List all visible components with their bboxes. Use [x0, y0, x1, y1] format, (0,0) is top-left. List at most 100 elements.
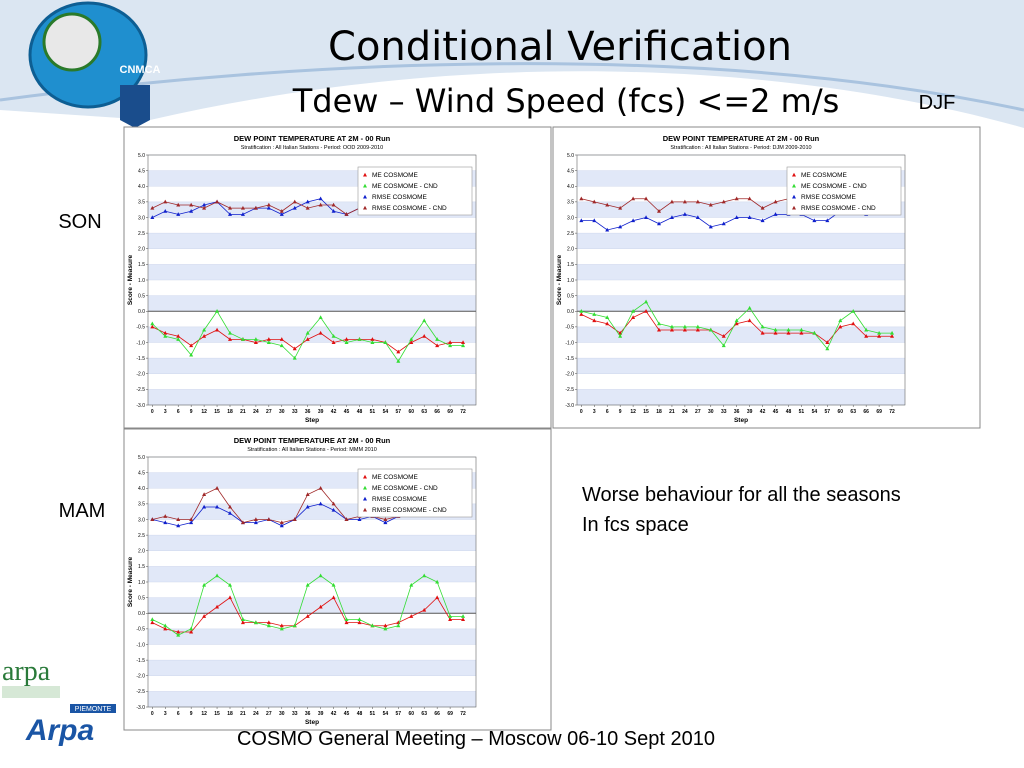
x-tick-label: 57	[396, 711, 402, 717]
point-marker	[163, 330, 168, 335]
point-marker	[279, 626, 284, 631]
x-tick-label: 60	[408, 711, 414, 717]
point-marker	[266, 337, 271, 341]
legend-box	[786, 166, 902, 216]
legend-marker	[363, 485, 367, 490]
x-axis-label: Step	[734, 417, 748, 424]
x-tick-label: 30	[708, 409, 714, 415]
legend-label: RMSE COSMOME - CND	[372, 205, 447, 212]
point-marker	[631, 309, 636, 313]
point-marker	[240, 617, 245, 621]
y-tick-label: 0.0	[138, 611, 145, 617]
point-marker	[383, 623, 388, 628]
point-marker	[150, 517, 155, 521]
point-marker	[657, 321, 661, 326]
y-tick-label: 3.5	[138, 502, 145, 508]
x-tick-label: 63	[421, 711, 427, 717]
x-tick-label: 24	[682, 409, 688, 415]
point-marker	[605, 227, 610, 232]
point-marker	[618, 205, 623, 210]
y-tick-label: 2.5	[138, 231, 145, 237]
point-marker	[189, 517, 194, 521]
point-marker	[605, 321, 610, 326]
y-tick-label: -1.0	[136, 340, 145, 346]
point-marker	[163, 199, 168, 204]
chart-title: DEW POINT TEMPERATURE AT 2M - 00 Run	[234, 436, 391, 445]
point-marker	[331, 209, 336, 213]
x-tick-label: 3	[593, 409, 596, 415]
legend-label: RMSE COSMOME	[372, 194, 428, 201]
point-marker	[189, 352, 194, 357]
season-label: SON	[58, 211, 101, 233]
point-marker	[747, 318, 752, 323]
y-tick-label: -3.0	[136, 705, 145, 711]
point-marker	[422, 607, 427, 612]
x-tick-label: 51	[370, 711, 376, 717]
logo-strip	[70, 704, 116, 713]
point-marker	[176, 334, 181, 338]
point-marker	[202, 504, 207, 509]
plot-border	[147, 456, 477, 708]
point-marker	[163, 520, 168, 525]
point-marker	[370, 337, 375, 341]
point-marker	[422, 573, 427, 578]
point-marker	[150, 617, 155, 621]
grid-band	[577, 295, 905, 312]
x-tick-label: 36	[305, 409, 311, 415]
point-marker	[357, 617, 362, 621]
point-marker	[357, 620, 362, 625]
legend-box	[357, 166, 473, 216]
point-marker	[370, 340, 375, 344]
point-marker	[292, 199, 297, 204]
x-tick-label: 15	[643, 409, 649, 415]
grid-band	[577, 326, 905, 343]
point-marker	[240, 205, 245, 210]
point-marker	[266, 205, 271, 210]
x-tick-label: 66	[434, 711, 440, 717]
point-marker	[461, 614, 466, 618]
point-marker	[318, 202, 323, 207]
grid-band	[148, 295, 476, 312]
point-marker	[318, 486, 323, 490]
y-tick-label: 4.5	[567, 168, 574, 174]
point-marker	[644, 299, 649, 304]
x-tick-label: 45	[773, 409, 779, 415]
point-marker	[228, 330, 232, 335]
point-marker	[631, 196, 636, 201]
legend-marker	[792, 183, 796, 188]
point-marker	[279, 623, 284, 628]
point-marker	[331, 340, 336, 344]
point-marker	[435, 337, 440, 341]
point-marker	[396, 359, 401, 363]
point-marker	[825, 218, 830, 223]
grid-band	[148, 326, 476, 343]
point-marker	[747, 215, 752, 219]
slide-subtitle: Tdew – Wind Speed (fcs) <=2 m/s	[292, 82, 840, 120]
point-marker	[202, 582, 207, 587]
point-marker	[318, 604, 323, 609]
point-marker	[825, 340, 830, 344]
point-marker	[150, 205, 155, 210]
point-marker	[228, 582, 232, 587]
point-marker	[890, 330, 895, 335]
point-marker	[657, 327, 661, 332]
point-marker	[292, 623, 297, 628]
point-marker	[279, 209, 284, 213]
point-marker	[331, 507, 336, 512]
legend-label: RMSE COSMOME	[372, 496, 428, 503]
x-tick-label: 6	[177, 409, 180, 415]
note-line: In fcs space	[582, 514, 689, 536]
legend-label: ME COSMOME - CND	[801, 183, 867, 190]
x-tick-label: 24	[253, 409, 259, 415]
point-marker	[253, 620, 258, 625]
point-marker	[435, 595, 440, 600]
legend-label: ME COSMOME	[801, 172, 848, 179]
point-marker	[357, 337, 362, 341]
y-tick-label: -2.5	[565, 387, 574, 393]
point-marker	[864, 327, 869, 332]
y-tick-label: -3.0	[565, 403, 574, 409]
point-marker	[253, 337, 258, 341]
point-marker	[682, 324, 687, 329]
point-marker	[189, 343, 194, 348]
x-tick-label: 24	[253, 711, 259, 717]
